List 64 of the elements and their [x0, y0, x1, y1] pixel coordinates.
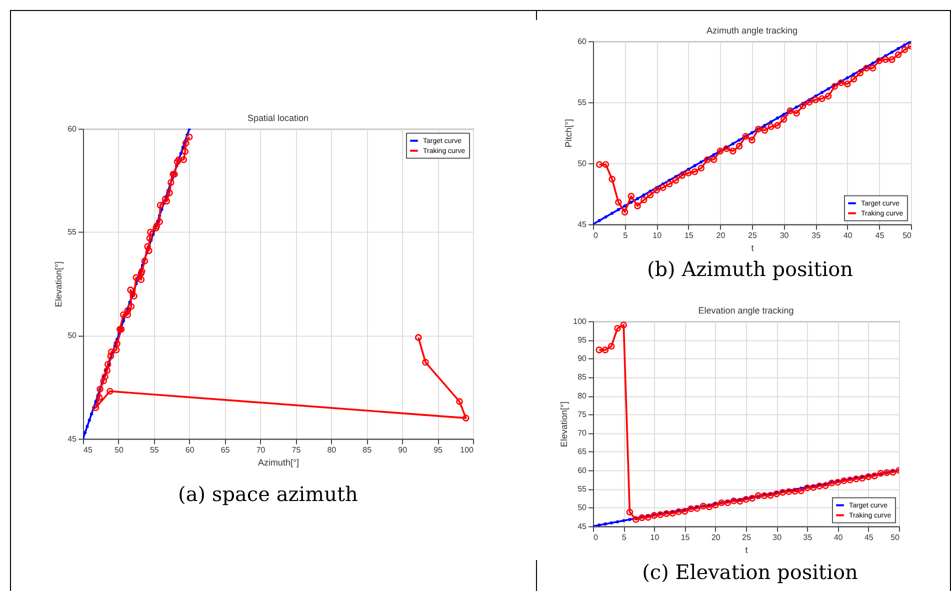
x-tick-label: 65 — [220, 445, 230, 454]
y-axis-title: Pitch[°] — [564, 118, 574, 148]
y-tick-label: 85 — [578, 372, 588, 382]
y-tick-label: 60 — [578, 36, 588, 46]
text: (a) space azimuth — [178, 482, 358, 506]
x-tick-label: 45 — [864, 532, 874, 542]
y-axis-title: Elevation[°] — [54, 261, 64, 308]
y-tick-label: 95 — [578, 335, 588, 344]
y-tick-label: 90 — [578, 354, 588, 364]
x-tick-label: 45 — [875, 230, 885, 240]
x-tick-label: 30 — [780, 230, 790, 240]
chart-title: Elevation angle tracking — [698, 305, 794, 316]
x-tick-label: 50 — [114, 445, 124, 454]
x-tick-label: 0 — [594, 230, 598, 240]
y-tick-label: 50 — [578, 158, 588, 168]
x-tick-label: 20 — [711, 532, 721, 542]
x-tick-label: 80 — [327, 445, 337, 454]
y-tick-label: 60 — [578, 466, 588, 475]
x-axis-title: t — [751, 242, 754, 253]
y-tick-label: 45 — [578, 522, 588, 531]
y-tick-label: 50 — [578, 503, 588, 512]
x-tick-label: 55 — [150, 445, 160, 454]
y-tick-label: 80 — [578, 391, 588, 400]
chart-title: Azimuth angle tracking — [706, 25, 798, 36]
x-tick-label: 50 — [890, 532, 900, 542]
x-tick-label: 45 — [84, 445, 93, 454]
chart-title: Spatial location — [247, 112, 309, 123]
x-tick-label: 95 — [434, 445, 444, 454]
y-tick-label: 45 — [578, 220, 588, 229]
x-tick-label: 40 — [834, 532, 844, 542]
x-tick-label: 60 — [185, 445, 195, 454]
x-tick-label: 5 — [623, 230, 628, 240]
x-tick-label: 70 — [256, 445, 266, 454]
x-tick-label: 10 — [650, 532, 660, 542]
text: (c) Elevation position — [642, 560, 858, 584]
text: (b) Azimuth position — [646, 257, 854, 281]
x-tick-label: 40 — [843, 230, 853, 240]
x-tick-label: 30 — [772, 532, 782, 542]
x-tick-label: 75 — [292, 445, 302, 454]
y-tick-label: 45 — [68, 434, 78, 444]
y-tick-label: 60 — [68, 124, 78, 134]
x-tick-label: 15 — [684, 230, 694, 240]
y-tick-label: 55 — [578, 98, 588, 107]
x-tick-label: 50 — [902, 230, 912, 240]
x-axis-title: Azimuth[°] — [258, 457, 300, 468]
x-tick-label: 0 — [594, 532, 598, 542]
y-axis-title: Elevation[°] — [559, 401, 570, 448]
y-tick-label: 70 — [578, 428, 588, 438]
x-tick-label: 5 — [622, 532, 627, 542]
x-axis-title: t — [745, 544, 748, 555]
x-tick-label: 90 — [398, 445, 408, 454]
y-tick-label: 55 — [578, 484, 588, 494]
x-tick-label: 100 — [460, 445, 474, 454]
x-tick-label: 10 — [652, 230, 662, 240]
x-tick-label: 35 — [803, 532, 813, 542]
x-tick-label: 25 — [748, 230, 758, 240]
x-tick-label: 20 — [716, 230, 726, 240]
y-tick-label: 100 — [573, 316, 588, 326]
x-tick-label: 85 — [362, 445, 372, 454]
x-tick-label: 35 — [812, 230, 822, 240]
x-tick-label: 15 — [680, 532, 690, 542]
y-tick-label: 75 — [578, 410, 588, 419]
x-tick-label: 25 — [742, 532, 752, 542]
y-tick-label: 50 — [68, 330, 78, 340]
